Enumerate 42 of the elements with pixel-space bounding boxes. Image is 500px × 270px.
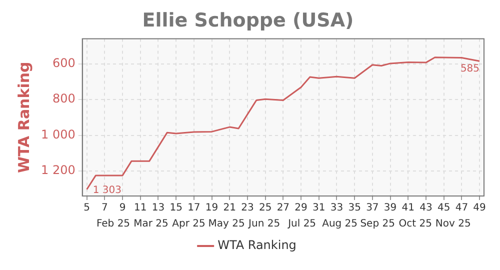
- data-label: 1 303: [92, 184, 122, 196]
- text: Nov 25: [435, 218, 471, 230]
- x-tick-label: 35: [348, 202, 361, 214]
- text: May 25: [208, 218, 245, 230]
- text: Sep 25: [360, 218, 395, 230]
- x-tick-label: 41: [402, 202, 414, 214]
- y-tick-label: 800: [52, 92, 76, 106]
- y-tick-label: 1 200: [40, 163, 76, 178]
- x-tick-label: 45: [437, 202, 450, 214]
- x-tick-label: 9: [119, 202, 126, 214]
- legend-label: WTA Ranking: [218, 238, 296, 252]
- x-tick-label: 29: [294, 202, 308, 214]
- x-tick-label: 7: [101, 202, 108, 214]
- text: Jun 25: [248, 218, 280, 230]
- x-tick-label: 17: [188, 202, 200, 214]
- x-tick-label: 47: [455, 202, 468, 214]
- x-tick-label: 31: [312, 202, 326, 214]
- x-tick-label: 13: [152, 202, 165, 214]
- x-tick-label: 39: [384, 202, 397, 214]
- x-tick-label: 19: [205, 202, 218, 214]
- x-tick-label: 37: [366, 202, 379, 214]
- text: Mar 25: [134, 218, 168, 230]
- x-tick-label: 49: [473, 202, 486, 214]
- x-tick-label: 11: [134, 202, 147, 214]
- x-tick-label: 27: [276, 202, 290, 214]
- x-tick-label: 5: [84, 202, 90, 214]
- x-tick-label: 43: [420, 202, 432, 214]
- x-tick-label: 33: [330, 202, 344, 214]
- text: Apr 25: [172, 218, 206, 230]
- y-tick-label: 600: [52, 56, 76, 70]
- x-tick-label: 15: [170, 202, 182, 214]
- y-axis-title: WTA Ranking: [14, 62, 33, 174]
- y-tick-label: 1 000: [40, 127, 76, 142]
- data-label: 585: [460, 64, 480, 75]
- chart-title: Ellie Schoppe (USA): [142, 9, 354, 32]
- text: Oct 25: [398, 218, 432, 230]
- x-tick-label: 23: [241, 202, 254, 214]
- x-tick-label: 21: [223, 202, 236, 214]
- text: Jul 25: [287, 218, 316, 230]
- x-tick-label: 25: [258, 202, 272, 214]
- text: Feb 25: [96, 218, 130, 230]
- text: Aug 25: [322, 218, 358, 230]
